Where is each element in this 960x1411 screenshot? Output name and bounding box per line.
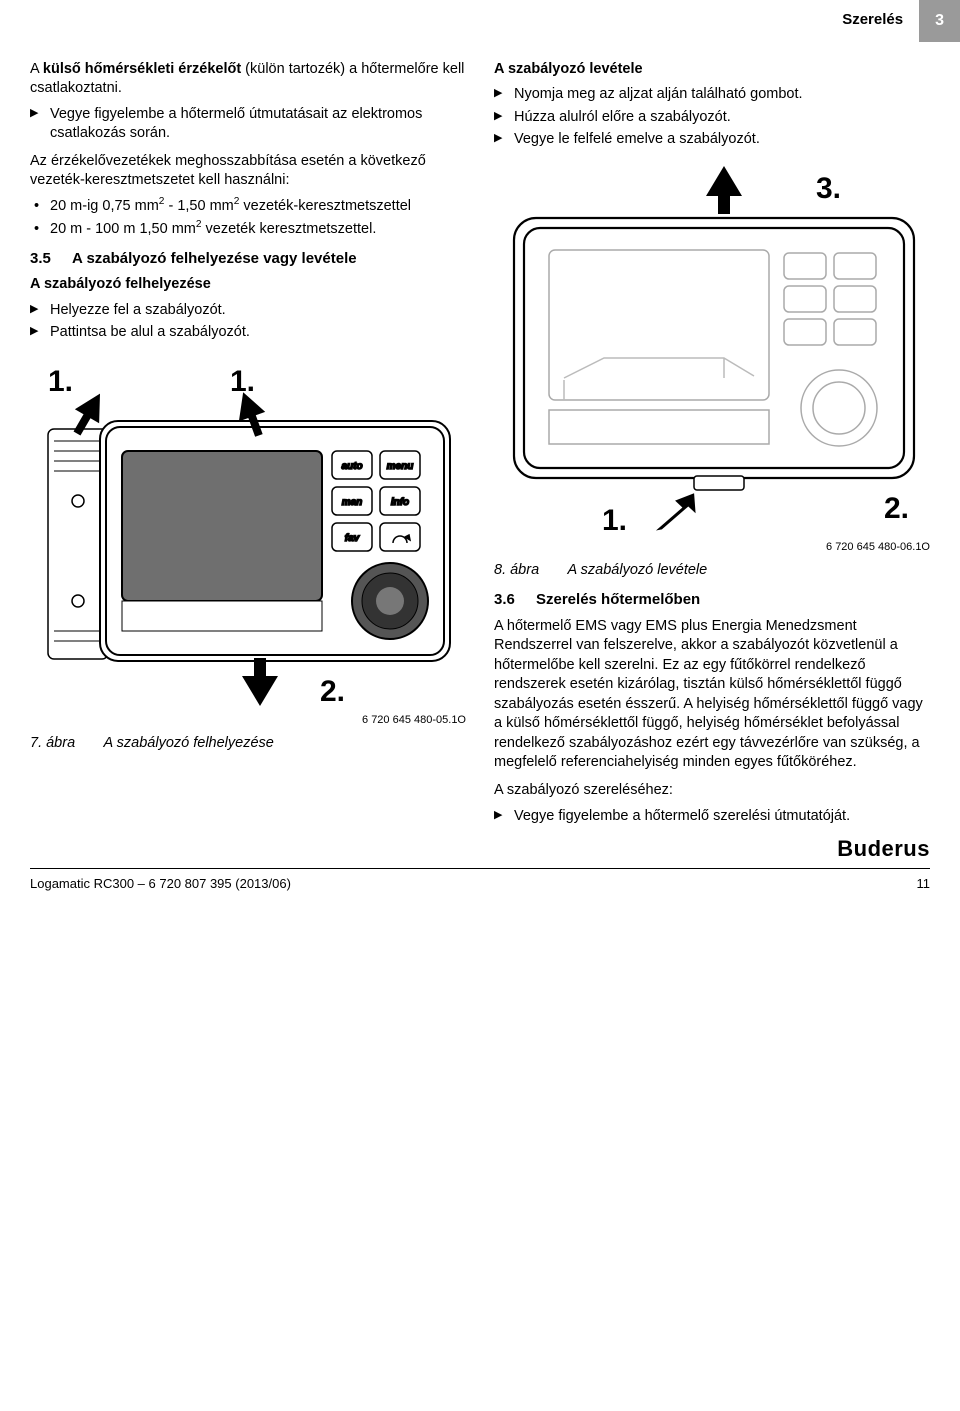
list-item: Nyomja meg az aljzat alján található gom… (494, 85, 930, 105)
list-item: Vegye figyelembe a hőtermelő útmutatásai… (30, 105, 466, 144)
paragraph: A hőtermelő EMS vagy EMS plus Energia Me… (494, 617, 930, 774)
brand-row: Buderus (30, 834, 930, 864)
bullet-list: Vegye figyelembe a hőtermelő útmutatásai… (30, 105, 466, 144)
figure-8-caption: 8. ábra A szabályozó levétele (494, 561, 930, 581)
paragraph: Az érzékelővezetékek meghosszabbítása es… (30, 152, 466, 191)
figure-8-svg: 3. (494, 158, 934, 538)
text: vezeték keresztmetszettel. (202, 221, 377, 237)
page-footer: Logamatic RC300 – 6 720 807 395 (2013/06… (30, 868, 930, 893)
left-column: A külső hőmérsékleti érzékelőt (külön ta… (30, 60, 466, 835)
section-title: Szerelés hőtermelőben (536, 591, 700, 608)
footer-left: Logamatic RC300 – 6 720 807 395 (2013/06… (30, 875, 291, 893)
section-number: 3.6 (494, 590, 536, 610)
brand-logo: Buderus (30, 834, 930, 864)
section-number: 3.5 (30, 249, 72, 269)
figure-label: 8. ábra (494, 561, 564, 581)
page-header: Szerelés 3 (0, 0, 960, 42)
svg-text:man: man (342, 497, 363, 508)
svg-text:2.: 2. (320, 675, 345, 708)
text: vezeték-keresztmetszettel (239, 198, 411, 214)
content-columns: A külső hőmérsékleti érzékelőt (külön ta… (30, 60, 930, 835)
svg-text:1.: 1. (602, 504, 627, 537)
figure-text: A szabályozó levétele (568, 562, 708, 578)
figure-7-svg: auto menu man info fav (30, 351, 470, 711)
figure-8: 3. (494, 158, 930, 555)
figure-8-code: 6 720 645 480-06.1O (494, 540, 930, 555)
bullet-list: Helyezze fel a szabályozót. Pattintsa be… (30, 301, 466, 343)
list-item: Húzza alulról előre a szabályozót. (494, 108, 930, 128)
list-item: Vegye figyelembe a hőtermelő szerelési ú… (494, 807, 930, 827)
dot-list: 20 m-ig 0,75 mm2 - 1,50 mm2 vezeték-kere… (30, 197, 466, 239)
figure-label: 7. ábra (30, 734, 100, 754)
svg-text:auto: auto (341, 461, 362, 472)
text: 20 m - 100 m 1,50 mm (50, 221, 196, 237)
header-section: Szerelés (826, 0, 919, 42)
svg-text:menu: menu (387, 461, 414, 472)
sub-heading: A szabályozó felhelyezése (30, 275, 466, 295)
figure-7: auto menu man info fav (30, 351, 466, 728)
paragraph: A szabályozó szereléséhez: (494, 781, 930, 801)
section-heading-3-6: 3.6Szerelés hőtermelőben (494, 590, 930, 610)
list-item: Pattintsa be alul a szabályozót. (30, 323, 466, 343)
text: 20 m-ig 0,75 mm (50, 198, 159, 214)
intro-paragraph: A külső hőmérsékleti érzékelőt (külön ta… (30, 60, 466, 99)
text: A (30, 61, 43, 77)
sub-heading: A szabályozó levétele (494, 60, 930, 80)
svg-text:1.: 1. (230, 365, 255, 398)
figure-text: A szabályozó felhelyezése (104, 735, 274, 751)
bullet-list: Vegye figyelembe a hőtermelő szerelési ú… (494, 807, 930, 827)
right-column: A szabályozó levétele Nyomja meg az aljz… (494, 60, 930, 835)
list-item: 20 m - 100 m 1,50 mm2 vezeték keresztmet… (30, 220, 466, 240)
bullet-list: Nyomja meg az aljzat alján található gom… (494, 85, 930, 150)
header-number: 3 (919, 0, 960, 42)
svg-text:2.: 2. (884, 492, 909, 525)
list-item: Vegye le felfelé emelve a szabályozót. (494, 130, 930, 150)
footer-page: 11 (917, 875, 931, 893)
section-title: A szabályozó felhelyezése vagy levétele (72, 250, 357, 267)
svg-text:3.: 3. (816, 172, 841, 205)
figure-7-caption: 7. ábra A szabályozó felhelyezése (30, 734, 466, 754)
figure-7-code: 6 720 645 480-05.1O (30, 713, 466, 728)
svg-text:1.: 1. (48, 365, 73, 398)
svg-text:fav: fav (345, 533, 361, 544)
list-item: 20 m-ig 0,75 mm2 - 1,50 mm2 vezeték-kere… (30, 197, 466, 217)
list-item: Helyezze fel a szabályozót. (30, 301, 466, 321)
svg-text:info: info (391, 497, 409, 508)
section-heading-3-5: 3.5A szabályozó felhelyezése vagy levéte… (30, 249, 466, 269)
text-bold: külső hőmérsékleti érzékelőt (43, 61, 241, 77)
text: - 1,50 mm (164, 198, 233, 214)
